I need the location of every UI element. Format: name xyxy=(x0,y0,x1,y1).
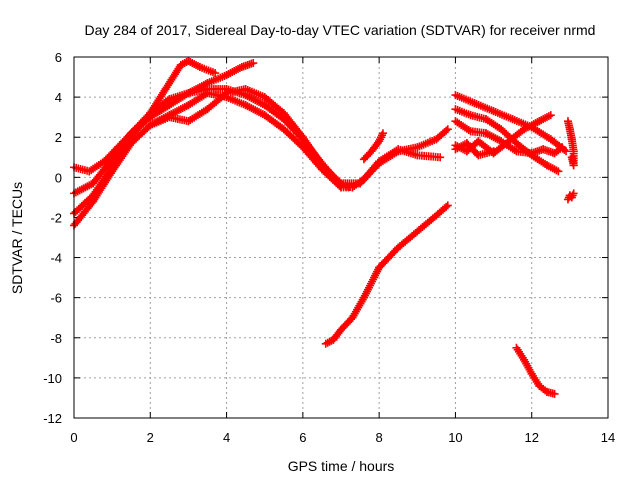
series-track-12 xyxy=(451,139,498,160)
data-point xyxy=(489,147,498,156)
plot-frame xyxy=(73,56,609,419)
data-point xyxy=(558,143,567,152)
series-track-13 xyxy=(512,343,559,398)
data-point xyxy=(569,189,578,198)
data-point xyxy=(436,153,445,162)
series-track-6 xyxy=(359,129,387,164)
x-tick-label: 8 xyxy=(376,430,383,445)
y-tick-label: 0 xyxy=(55,170,62,185)
series-track-8 xyxy=(451,91,571,156)
series-track-5 xyxy=(146,89,353,192)
y-tick-label: -6 xyxy=(50,291,62,306)
data-point xyxy=(378,129,387,138)
data-point xyxy=(443,201,452,210)
x-tick-label: 4 xyxy=(223,430,230,445)
y-tick-label: -10 xyxy=(43,371,62,386)
data-point xyxy=(562,147,571,156)
data-point xyxy=(550,389,559,398)
tick-labels: 0 2 4 6 8 10 12 14 -12 -10 -8 -6 -4 -2 0 2 4 6 xyxy=(43,50,615,445)
y-tick-label: -2 xyxy=(50,210,62,225)
data-point xyxy=(567,153,576,162)
x-axis-label: GPS time / hours xyxy=(288,458,395,474)
series-track-15 xyxy=(563,189,578,204)
series-track-11 xyxy=(451,111,555,158)
y-tick-label: 6 xyxy=(55,50,62,65)
data-point xyxy=(554,167,563,176)
series-track-14 xyxy=(563,117,578,170)
x-tick-label: 6 xyxy=(299,430,306,445)
y-tick-label: -8 xyxy=(50,331,62,346)
x-tick-label: 2 xyxy=(147,430,154,445)
y-tick-label: -4 xyxy=(50,251,62,266)
y-tick-label: 4 xyxy=(55,90,62,105)
x-tick-label: 14 xyxy=(601,430,615,445)
series-track-4 xyxy=(70,85,452,230)
x-tick-label: 0 xyxy=(70,430,77,445)
series-track-2 xyxy=(70,59,258,198)
grid-lines xyxy=(74,57,608,418)
chart-title: Day 284 of 2017, Sidereal Day-to-day VTE… xyxy=(85,22,596,38)
data-point xyxy=(443,125,452,134)
y-axis-label: SDTVAR / TECUs xyxy=(9,182,25,294)
data-points xyxy=(70,57,578,398)
series-track-10 xyxy=(451,117,567,158)
data-point xyxy=(344,183,353,192)
x-tick-label: 12 xyxy=(524,430,538,445)
y-tick-label: 2 xyxy=(55,130,62,145)
data-point xyxy=(211,69,220,78)
data-point xyxy=(546,111,555,120)
y-tick-label: -12 xyxy=(43,411,62,426)
series-track-7 xyxy=(321,201,452,348)
x-tick-label: 10 xyxy=(448,430,462,445)
data-point xyxy=(249,59,258,68)
